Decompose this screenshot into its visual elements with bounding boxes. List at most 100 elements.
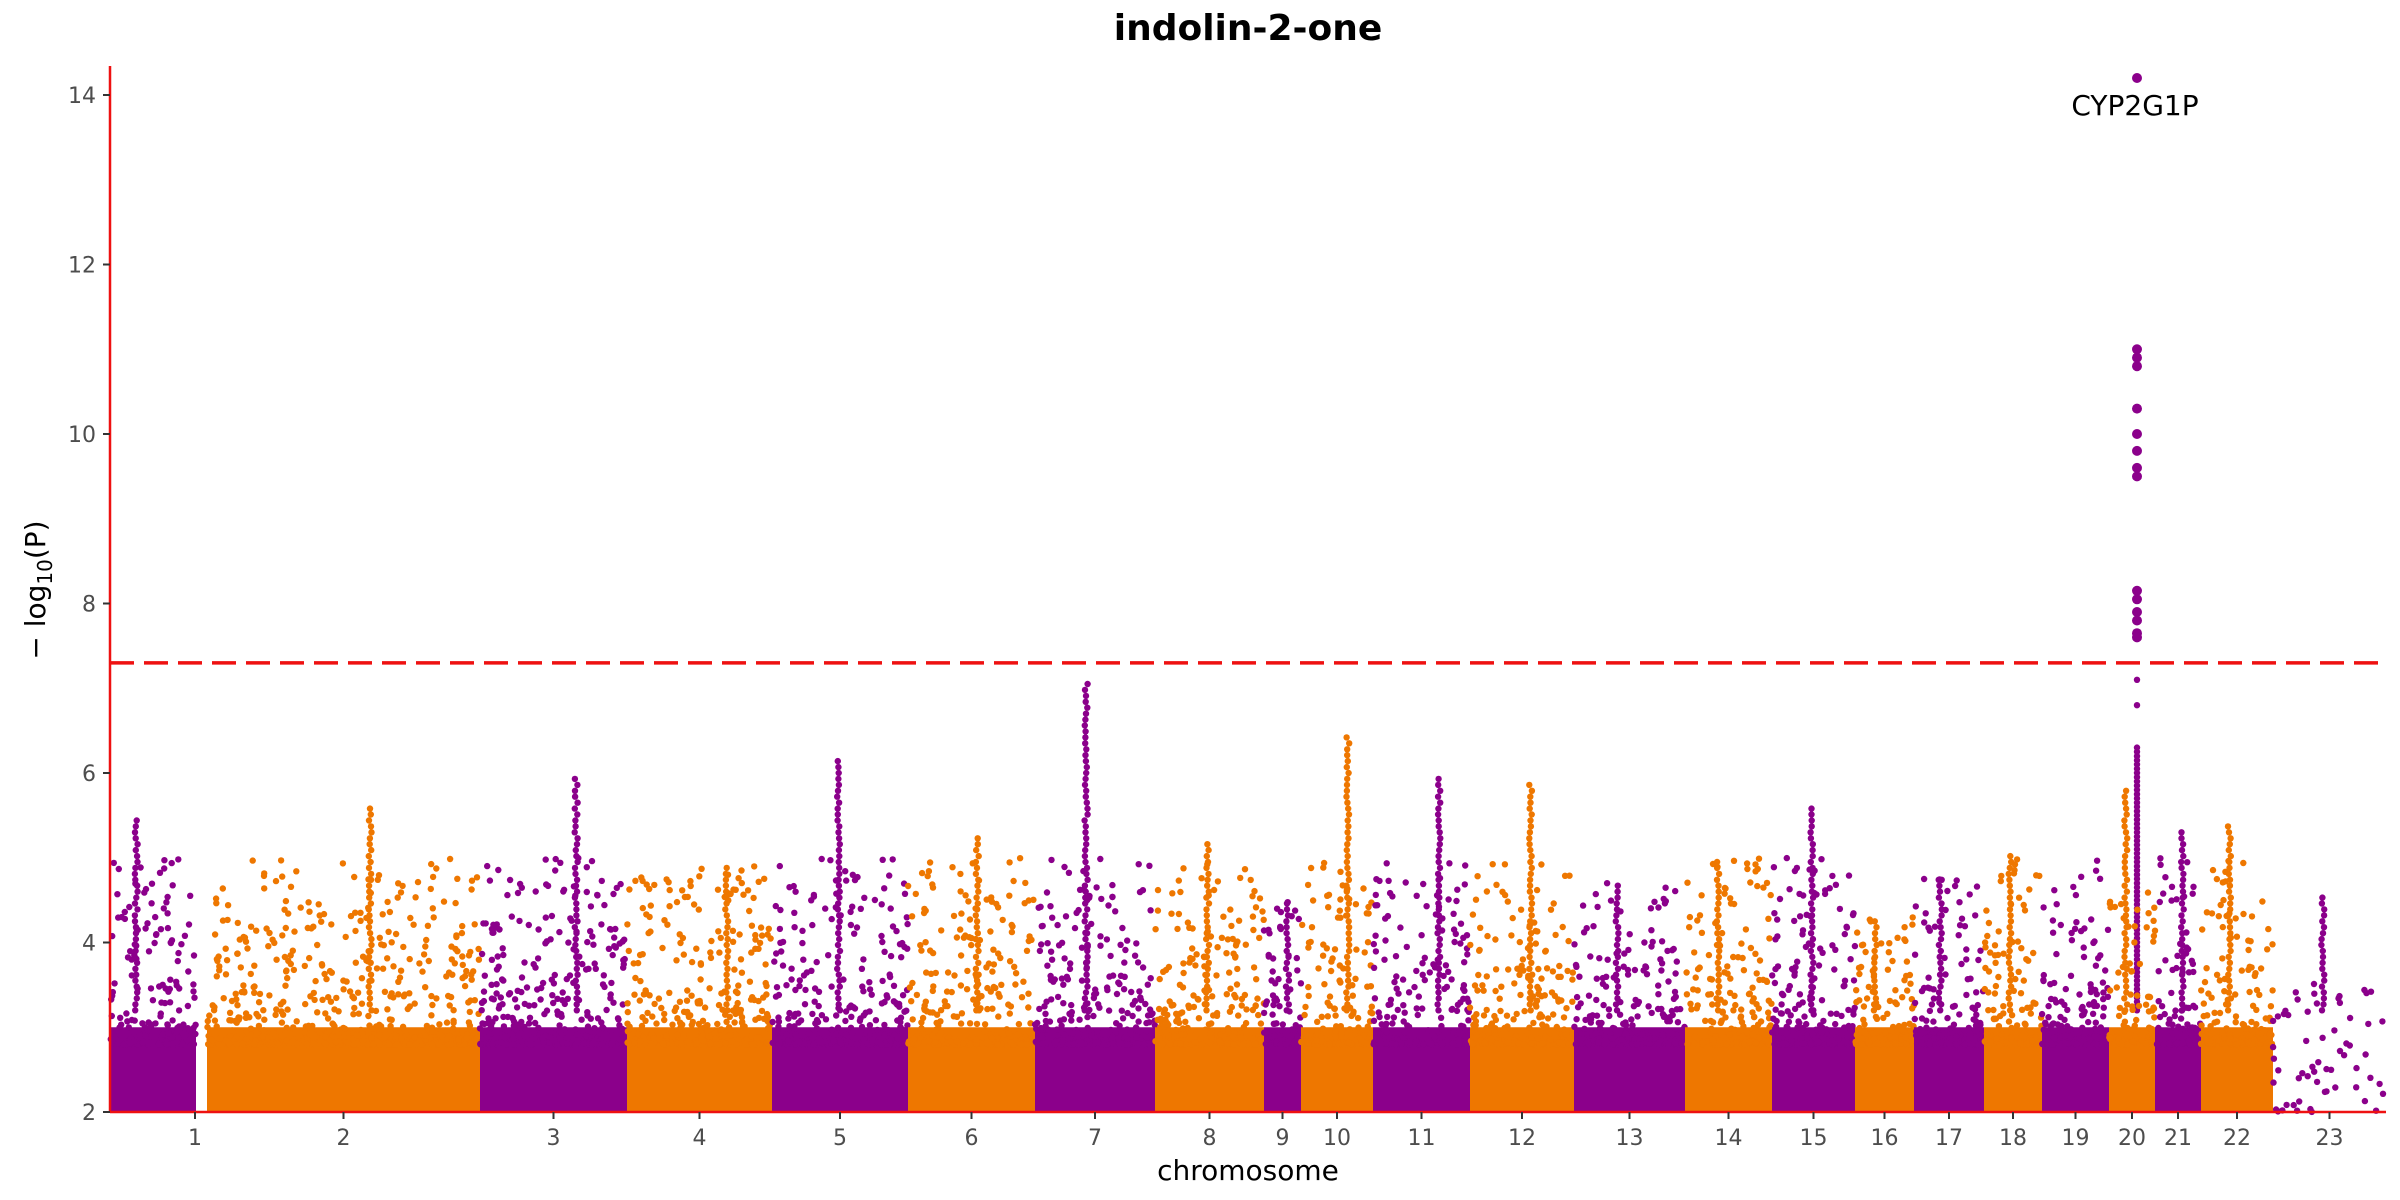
snp-point (1277, 908, 1285, 916)
snp-point (1935, 989, 1943, 996)
snp-point (836, 841, 843, 848)
snp-point (1257, 1020, 1265, 1027)
snp-point (475, 956, 483, 963)
snp-point (761, 875, 768, 882)
snp-point (408, 1029, 416, 1036)
snp-point (2040, 904, 2047, 911)
snp-point (1573, 1016, 1580, 1023)
snp-point (1345, 835, 1352, 842)
snp-point (1383, 860, 1390, 867)
snp-point (2076, 991, 2083, 998)
snp-point (938, 927, 945, 934)
snp-point (1577, 1000, 1584, 1007)
snp-point (366, 989, 373, 996)
snp-point (1017, 1041, 1025, 1048)
snp-point (573, 965, 580, 972)
snp-point (1687, 1000, 1694, 1007)
snp-point (1270, 1001, 1277, 1009)
snp-point (1526, 965, 1533, 972)
snp-point (1633, 1041, 1641, 1048)
snp-point (858, 965, 866, 972)
snp-point (1541, 992, 1549, 999)
snp-point (115, 1037, 123, 1045)
snp-point (134, 858, 141, 866)
snp-point (1850, 910, 1857, 917)
snp-point (665, 879, 672, 886)
snp-point (723, 1018, 730, 1025)
snp-point (132, 941, 139, 949)
snp-point (566, 972, 574, 979)
snp-point (379, 911, 386, 918)
snp-point (666, 903, 673, 910)
snp-point (1203, 1007, 1210, 1014)
snp-point (1537, 1011, 1544, 1018)
snp-point (1331, 946, 1339, 953)
snp-point (130, 1038, 137, 1045)
snp-point (1345, 918, 1352, 925)
snp-point (835, 799, 843, 806)
snp-point (1344, 959, 1352, 966)
snp-point (1744, 1029, 1751, 1036)
snp-point (1612, 918, 1620, 925)
snp-point (1035, 904, 1042, 911)
snp-point (494, 953, 501, 960)
snp-point (755, 878, 762, 885)
snp-point (1958, 960, 1965, 968)
snp-point (305, 1022, 312, 1029)
snp-point (1169, 890, 1176, 897)
snp-point (1059, 1038, 1066, 1046)
snp-point (368, 941, 375, 949)
snp-point (240, 982, 247, 989)
snp-point (1683, 991, 1691, 998)
snp-point (2073, 919, 2080, 926)
snp-point (973, 1020, 981, 1028)
snp-point (810, 1040, 818, 1048)
snp-point (352, 909, 359, 916)
snp-point (1449, 1005, 1456, 1013)
snp-point (1180, 865, 1187, 872)
snp-point (987, 988, 994, 995)
snp-point (513, 1004, 521, 1011)
snp-point (1253, 976, 1260, 983)
snp-point (1862, 948, 1869, 956)
snp-point (2014, 938, 2022, 945)
snp-point (365, 965, 372, 972)
snp-point (937, 1029, 945, 1037)
snp-point (1595, 1039, 1602, 1047)
snp-point (1293, 954, 1301, 962)
snp-point (490, 996, 497, 1003)
snp-point (1084, 924, 1091, 931)
snp-point (134, 906, 141, 913)
snp-point (1084, 811, 1091, 818)
snp-point (1785, 986, 1792, 993)
snp-point (1435, 781, 1442, 789)
snp-point (1491, 1012, 1498, 1020)
snp-point (184, 1002, 192, 1010)
snp-point (476, 1025, 484, 1032)
snp-point (2099, 1040, 2106, 1048)
snp-point (435, 1041, 443, 1048)
snp-point (1851, 942, 1859, 950)
snp-point (724, 1007, 731, 1014)
snp-point (649, 1013, 656, 1020)
snp-point (1460, 995, 1467, 1002)
snp-point (461, 1041, 468, 1048)
snp-point (178, 941, 185, 948)
snp-point (1020, 978, 1027, 985)
snp-point (1147, 975, 1154, 982)
snp-point (1829, 872, 1836, 880)
snp-point (501, 1034, 508, 1041)
snp-point (975, 959, 982, 966)
snp-point (1283, 995, 1291, 1002)
snp-point (568, 917, 575, 924)
snp-point (715, 1001, 723, 1009)
snp-point (175, 1034, 182, 1041)
snp-point (738, 867, 745, 874)
snp-point (1426, 969, 1434, 976)
snp-point (687, 882, 694, 890)
snp-point (211, 1017, 219, 1024)
snp-point (1714, 906, 1721, 913)
snp-point (365, 864, 373, 872)
snp-point (1117, 941, 1124, 948)
snp-point (1503, 1012, 1511, 1019)
